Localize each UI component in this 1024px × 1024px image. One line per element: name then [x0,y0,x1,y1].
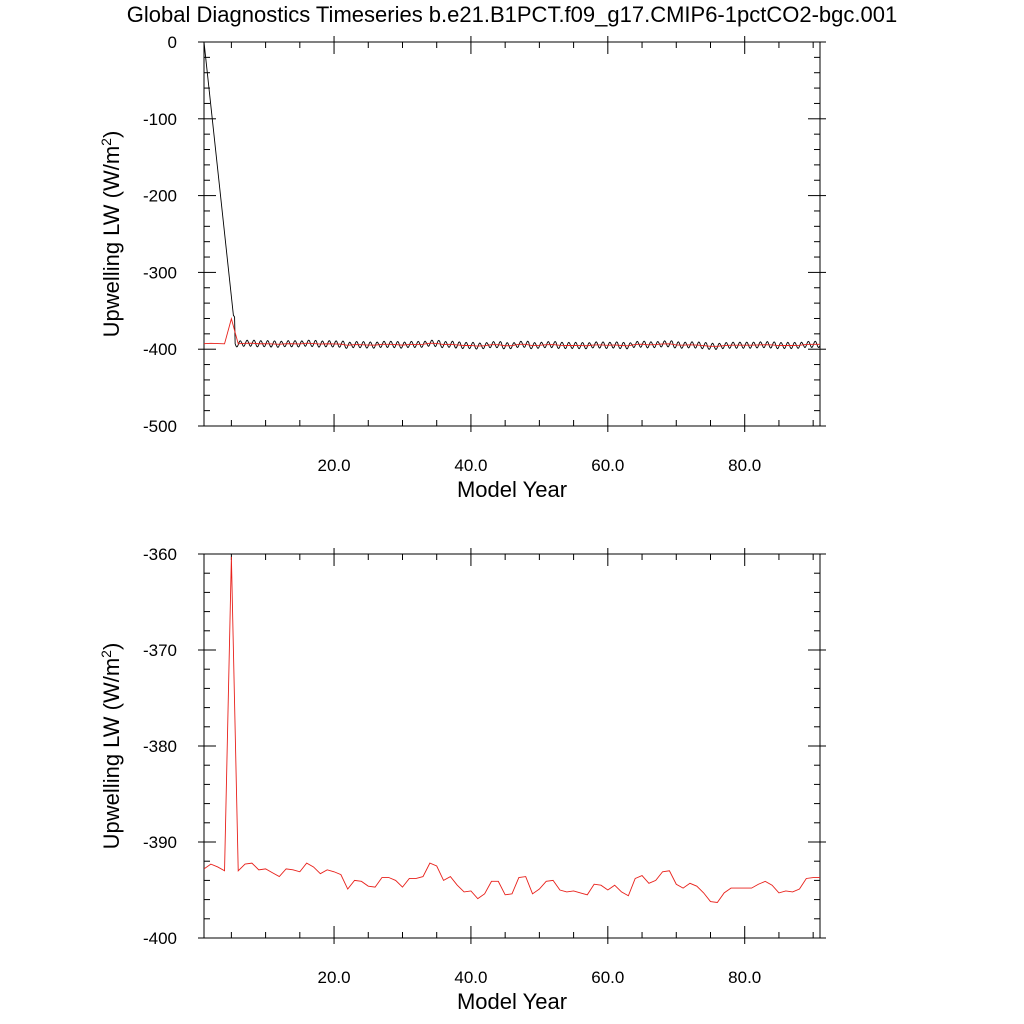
series-line-monthly [204,42,820,350]
x-tick-label: 20.0 [317,968,350,987]
y-tick-label: -200 [143,187,177,206]
y-tick-label: -360 [143,545,177,564]
series-line-annual [204,316,820,347]
y-tick-label: -400 [143,929,177,948]
x-tick-label: 40.0 [454,456,487,475]
chart-panel-1: 0 -100 -200 -300 -400 -500 20.0 40.0 60.0 80.0 Mod… [98,33,826,502]
page-title: Global Diagnostics Timeseries b.e21.B1PC… [126,2,898,27]
series-line-annual [204,556,820,903]
y-tick-label: -400 [143,340,177,359]
x-tick-label: 40.0 [454,968,487,987]
plot-frame [203,553,821,939]
x-tick-label: 60.0 [591,456,624,475]
y-axis-title: Upwelling LW (W/m2) [98,643,124,850]
x-axis-title: Model Year [457,477,567,502]
x-tick-label: 80.0 [728,456,761,475]
y-tick-label: 0 [168,33,177,52]
y-axis-title: Upwelling LW (W/m2) [98,131,124,338]
y-tick-label: -300 [143,263,177,282]
y-tick-label: -370 [143,641,177,660]
x-axis-title: Model Year [457,989,567,1014]
y-tick-label: -380 [143,737,177,756]
x-tick-label: 80.0 [728,968,761,987]
y-tick-label: -390 [143,833,177,852]
y-tick-label: -100 [143,110,177,129]
y-tick-label: -500 [143,417,177,436]
plot-frame [203,41,821,427]
x-tick-label: 60.0 [591,968,624,987]
chart-panel-2: -360 -370 -380 -390 -400 20.0 40.0 60.0 80.0 Mode… [98,545,826,1014]
x-tick-label: 20.0 [317,456,350,475]
